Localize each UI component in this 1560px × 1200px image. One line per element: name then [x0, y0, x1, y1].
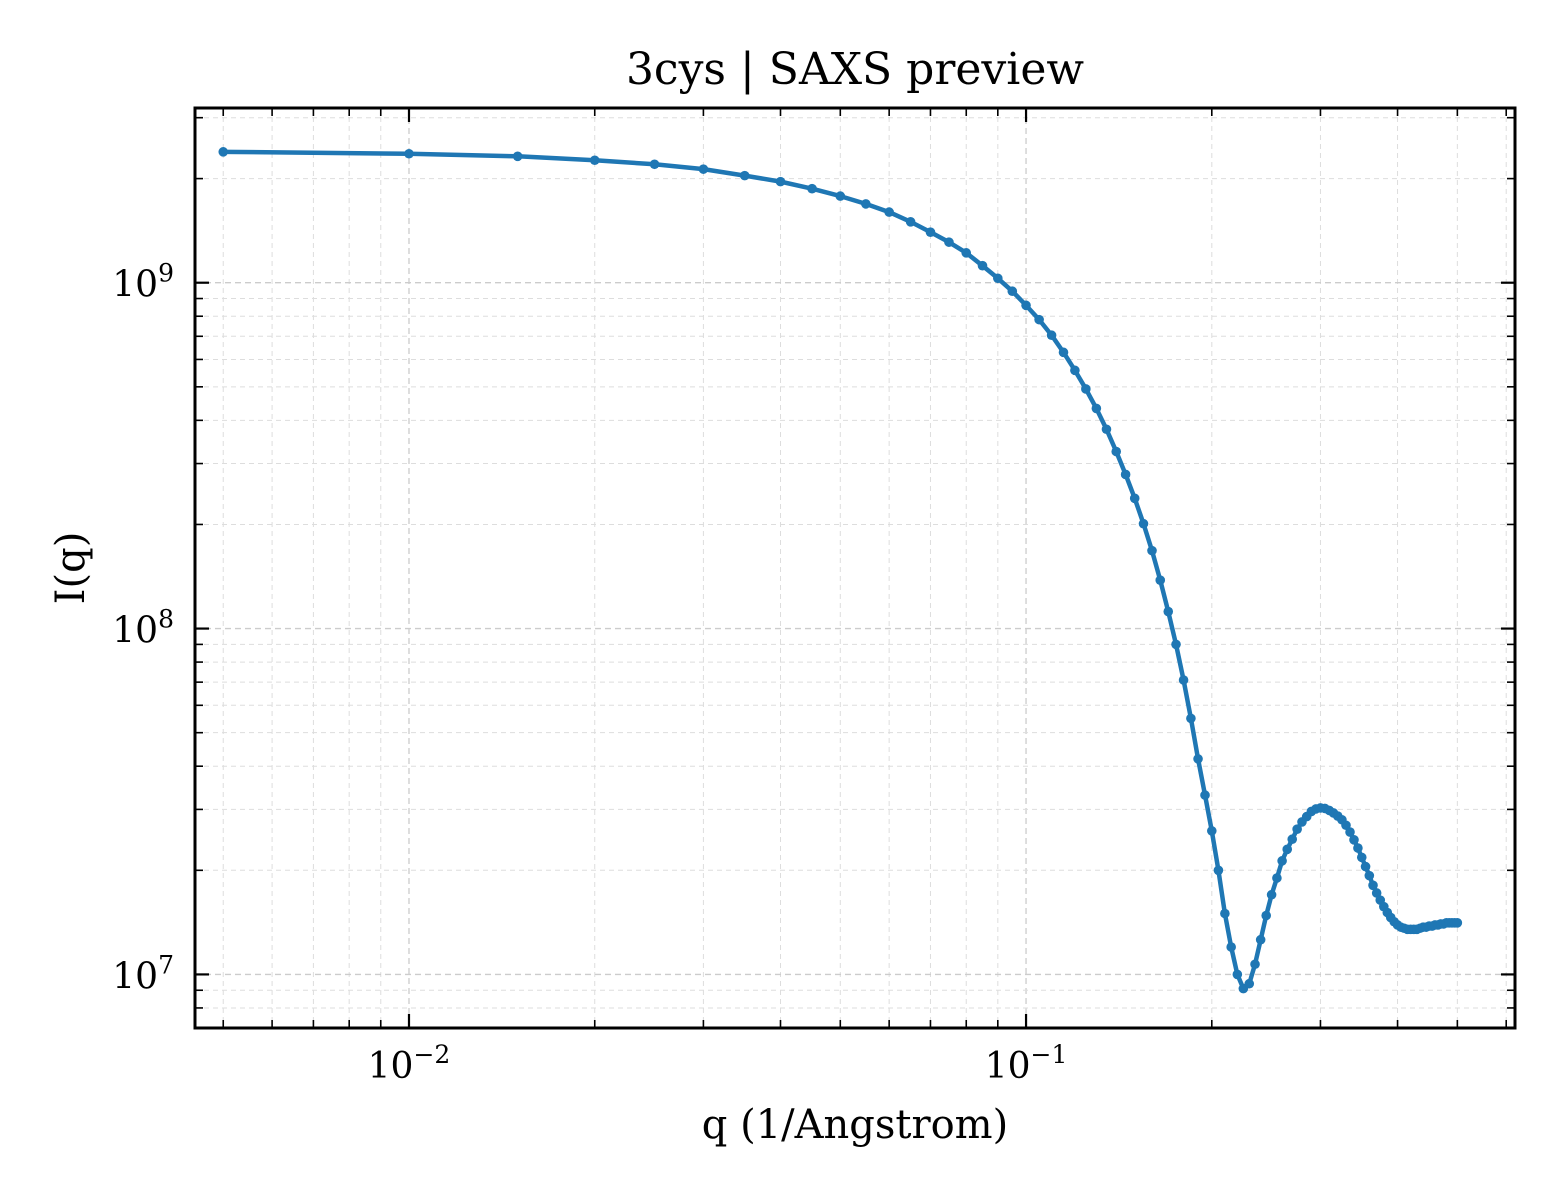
y-tick-label-base: 10 [112, 956, 158, 997]
data-point [1287, 834, 1298, 845]
data-point [1138, 518, 1149, 529]
data-point [1213, 865, 1224, 876]
data-point [1292, 824, 1302, 834]
data-point [1277, 856, 1287, 866]
series-layer [218, 147, 1463, 994]
data-point [1272, 873, 1282, 883]
data-point [807, 183, 817, 194]
data-point [512, 151, 523, 162]
x-axis-label: q (1/Angstrom) [702, 1102, 1008, 1148]
data-point [1193, 754, 1203, 764]
data-point [1147, 545, 1157, 556]
data-point [1200, 790, 1210, 800]
x-tick-label-exponent: −2 [413, 1040, 450, 1069]
y-tick-label-base: 10 [112, 265, 158, 306]
data-point [1101, 424, 1112, 435]
data-point [218, 147, 229, 157]
chart-title: 3cys | SAXS preview [626, 44, 1084, 95]
y-tick-label: 108 [112, 605, 174, 652]
data-point [1250, 959, 1260, 970]
data-point [698, 164, 709, 174]
x-tick-label: 10−1 [985, 1040, 1068, 1087]
plot-frame [193, 106, 1517, 1030]
y-tick-label-exponent: 7 [158, 950, 174, 979]
data-point [977, 260, 988, 271]
data-point [1244, 978, 1255, 989]
data-point [1163, 606, 1174, 617]
data-point [1171, 639, 1181, 650]
y-tick-label-exponent: 8 [158, 605, 174, 634]
data-point [1266, 889, 1277, 900]
data-point [1207, 826, 1217, 836]
data-point [1111, 446, 1122, 457]
data-point [1046, 330, 1057, 341]
data-point [739, 170, 750, 181]
data-point [1364, 870, 1375, 881]
data-point [1255, 934, 1266, 945]
data-point [1021, 300, 1031, 311]
axis-ticks [195, 108, 1515, 1029]
data-point [1186, 713, 1196, 724]
data-point [905, 217, 916, 227]
y-axis-label: I(q) [48, 532, 94, 605]
data-point [1349, 835, 1359, 845]
data-point [1261, 910, 1271, 921]
data-point [1129, 493, 1140, 504]
data-point [1452, 918, 1463, 928]
data-point [1220, 908, 1230, 919]
data-point [1282, 844, 1293, 855]
data-point [1034, 314, 1044, 325]
data-point [1226, 942, 1236, 952]
data-point [925, 227, 936, 237]
x-tick-label-base: 10 [985, 1046, 1031, 1087]
y-tick-label: 107 [112, 950, 174, 997]
data-point [1081, 384, 1091, 394]
data-point [1178, 675, 1189, 685]
data-point [1155, 575, 1166, 585]
grid-lines [195, 108, 1515, 1029]
data-point [649, 159, 660, 170]
data-point [1353, 843, 1363, 853]
data-point [1371, 888, 1382, 898]
data-point [961, 248, 972, 258]
x-tick-label: 10−2 [368, 1040, 451, 1087]
y-tick-label: 109 [112, 259, 174, 306]
data-point [1058, 347, 1069, 358]
data-point [1070, 365, 1080, 376]
data-point [861, 199, 871, 209]
data-point [835, 191, 846, 201]
data-point [1091, 403, 1102, 414]
data-point [1007, 286, 1018, 297]
data-point [589, 155, 600, 166]
data-point [1232, 969, 1243, 980]
x-tick-labels: 10−2 10−1 [368, 1040, 1068, 1087]
data-point [1345, 827, 1355, 837]
data-point [1356, 852, 1367, 863]
data-point [404, 148, 414, 159]
data-point [775, 176, 786, 187]
data-point [1120, 469, 1131, 480]
data-point [1368, 880, 1378, 891]
x-tick-label-base: 10 [368, 1046, 414, 1087]
data-point [944, 237, 954, 247]
x-tick-label-exponent: −1 [1031, 1040, 1068, 1069]
y-tick-label-exponent: 9 [158, 259, 174, 288]
y-tick-label-base: 10 [112, 611, 158, 652]
data-point [1360, 861, 1371, 872]
data-point [884, 207, 894, 217]
data-point [993, 273, 1003, 284]
